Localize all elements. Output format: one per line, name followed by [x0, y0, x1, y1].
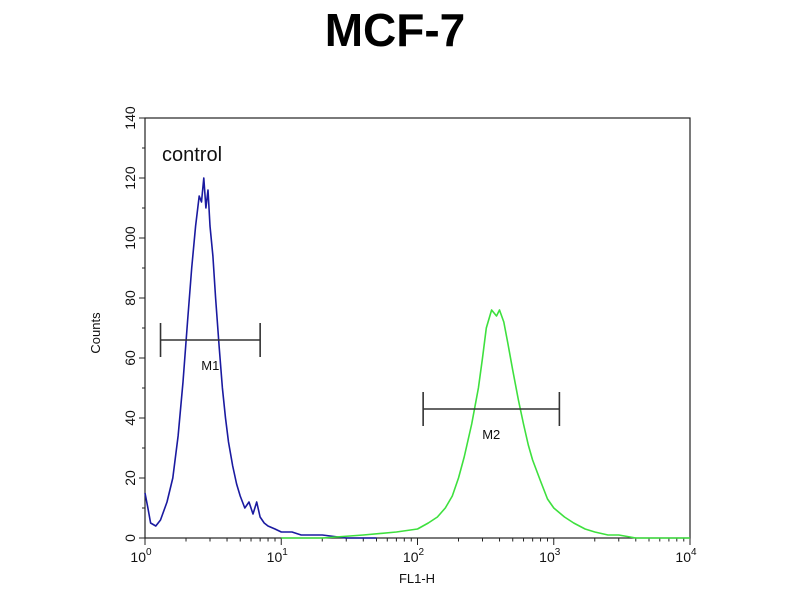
- y-tick-label-100: 100: [122, 226, 138, 250]
- x-tick-label-10: 101: [267, 547, 289, 565]
- x-tick-label-10000: 104: [675, 547, 697, 565]
- series-line-0: [144, 177, 377, 539]
- x-tick-exponent: 0: [146, 547, 152, 558]
- x-tick-label-1: 100: [130, 547, 152, 565]
- marker-label-M1: M1: [201, 358, 219, 373]
- series-layer: [144, 177, 690, 539]
- x-tick-base: 10: [539, 549, 555, 565]
- y-axis-label: Counts: [88, 312, 103, 354]
- x-axis-label: FL1-H: [399, 571, 435, 586]
- x-tick-base: 10: [267, 549, 283, 565]
- x-tick-base: 10: [130, 549, 146, 565]
- y-tick-label-80: 80: [122, 290, 138, 306]
- x-tick-exponent: 1: [282, 547, 288, 558]
- series-line-1: [281, 309, 690, 539]
- y-axis: 0 20 40 60 80 100 120 140: [122, 106, 145, 542]
- y-tick-label-20: 20: [122, 470, 138, 486]
- x-tick-base: 10: [403, 549, 419, 565]
- y-tick-label-120: 120: [122, 166, 138, 190]
- y-tick-label-60: 60: [122, 350, 138, 366]
- control-annotation: control: [162, 144, 222, 166]
- y-tick-label-0: 0: [122, 534, 138, 542]
- y-tick-label-40: 40: [122, 410, 138, 426]
- x-tick-exponent: 2: [419, 547, 425, 558]
- x-tick-exponent: 4: [691, 547, 697, 558]
- chart-title: MCF-7: [325, 4, 466, 56]
- x-tick-base: 10: [675, 549, 691, 565]
- gate-markers: M1 M2: [159, 323, 561, 442]
- x-tick-exponent: 3: [555, 547, 561, 558]
- x-axis: 100 101 102 103 104: [130, 538, 697, 565]
- x-tick-label-1000: 103: [539, 547, 561, 565]
- y-tick-label-140: 140: [122, 106, 138, 130]
- marker-label-M2: M2: [482, 427, 500, 442]
- x-tick-label-100: 102: [403, 547, 425, 565]
- plot-frame: [144, 117, 691, 539]
